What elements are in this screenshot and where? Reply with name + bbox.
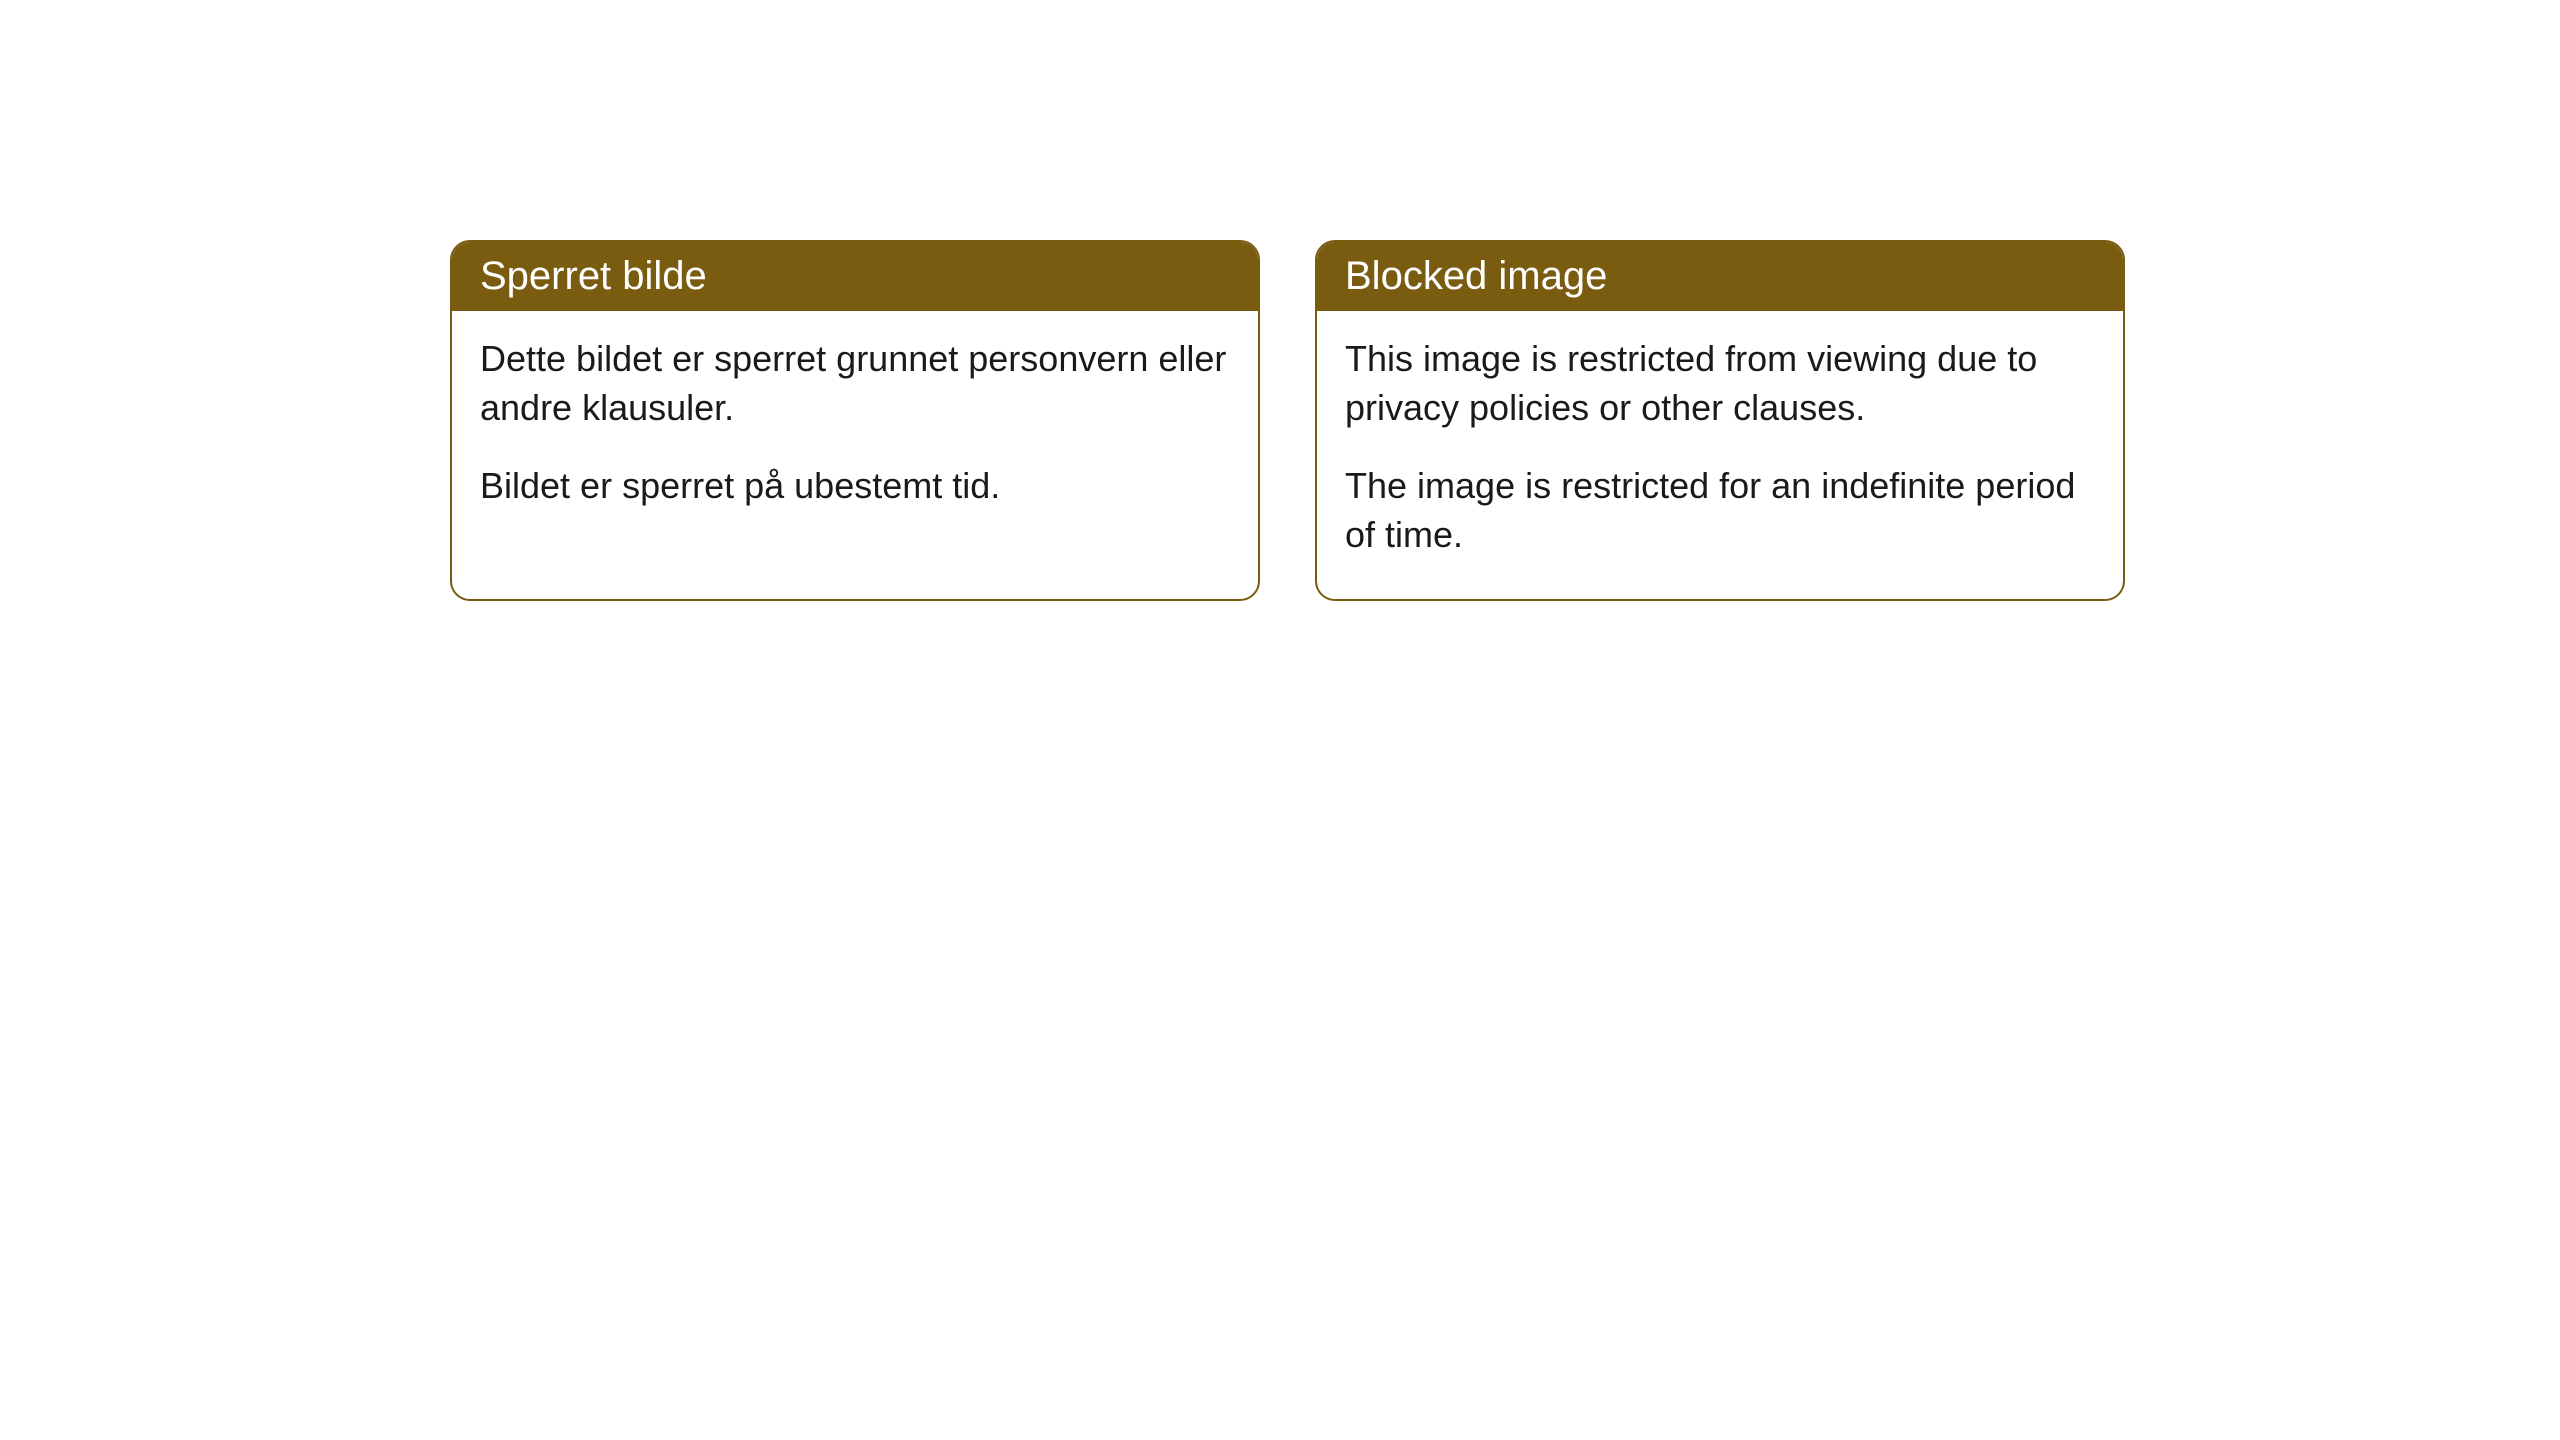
card-body: This image is restricted from viewing du… [1317, 311, 2123, 599]
card-paragraph: Dette bildet er sperret grunnet personve… [480, 335, 1230, 432]
notice-card-norwegian: Sperret bilde Dette bildet er sperret gr… [450, 240, 1260, 601]
notice-card-english: Blocked image This image is restricted f… [1315, 240, 2125, 601]
notice-cards-container: Sperret bilde Dette bildet er sperret gr… [450, 240, 2125, 601]
card-title: Sperret bilde [480, 254, 707, 298]
card-body: Dette bildet er sperret grunnet personve… [452, 311, 1258, 551]
card-header: Blocked image [1317, 242, 2123, 311]
card-header: Sperret bilde [452, 242, 1258, 311]
card-title: Blocked image [1345, 254, 1607, 298]
card-paragraph: The image is restricted for an indefinit… [1345, 462, 2095, 559]
card-paragraph: Bildet er sperret på ubestemt tid. [480, 462, 1230, 511]
card-paragraph: This image is restricted from viewing du… [1345, 335, 2095, 432]
